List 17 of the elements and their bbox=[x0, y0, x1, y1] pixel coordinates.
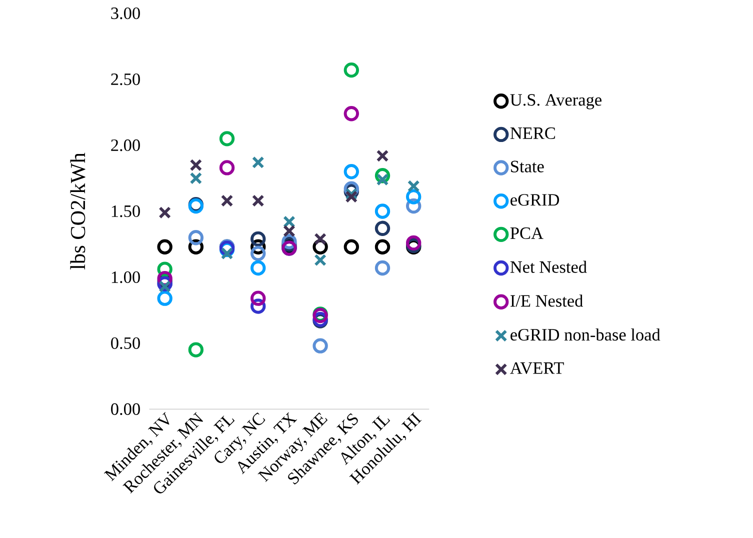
y-tick-label: 3.00 bbox=[111, 7, 140, 19]
y-tick-label: 1.50 bbox=[112, 205, 140, 217]
legend-label: eGRID non-base load bbox=[510, 328, 660, 340]
y-tick-label: 0.50 bbox=[111, 337, 140, 349]
y-tick-label: 1.00 bbox=[112, 271, 140, 283]
legend-label: Net Nested bbox=[510, 260, 587, 273]
legend-label: NERC bbox=[510, 127, 555, 139]
legend-label: U.S. Average bbox=[510, 94, 602, 110]
y-tick-label: 2.00 bbox=[111, 139, 140, 151]
legend-label: AVERT bbox=[510, 362, 564, 374]
y-tick-label: 2.50 bbox=[111, 73, 140, 85]
legend-label: State bbox=[511, 160, 544, 172]
legend-label: PCA bbox=[510, 227, 544, 239]
y-tick-label: 0.00 bbox=[111, 403, 140, 415]
legend-label: I/E Nested bbox=[510, 294, 584, 307]
y-axis-title: lbs CO2/kWh bbox=[70, 152, 86, 270]
legend-label: eGRID bbox=[510, 194, 560, 206]
